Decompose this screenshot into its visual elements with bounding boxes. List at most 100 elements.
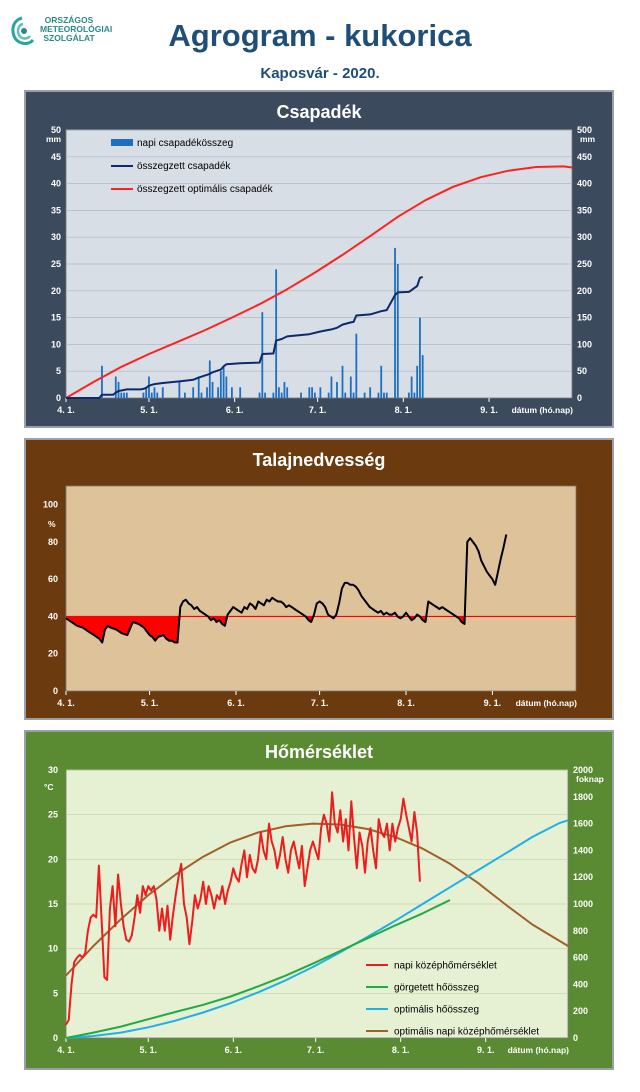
- header: ORSZÁGOS METEOROLÓGIAI SZOLGÁLAT Agrogra…: [0, 0, 640, 88]
- precip-bar: [313, 392, 316, 398]
- x-tick-label: 5. 1.: [140, 1045, 158, 1055]
- x-axis-label: dátum (hó.nap): [508, 1045, 570, 1055]
- precip-bar: [396, 264, 399, 398]
- precip-bar: [200, 392, 203, 398]
- y-tick-label: 0: [53, 686, 58, 696]
- y2-tick-label: 1800: [573, 792, 593, 802]
- y2-axis-label: mm: [580, 134, 596, 144]
- x-tick-label: 7. 1.: [307, 1045, 325, 1055]
- precip-bar: [394, 247, 396, 398]
- precip-bar: [319, 387, 322, 398]
- precip-bar: [231, 387, 233, 398]
- y2-tick-label: 1000: [573, 899, 593, 909]
- y2-tick-label: 1200: [573, 872, 593, 882]
- soil-moisture-line: [65, 534, 508, 644]
- precip-bar: [363, 392, 366, 398]
- precip-bar: [145, 387, 148, 398]
- x-tick-label: 9. 1.: [480, 405, 498, 415]
- precip-bar: [153, 387, 156, 398]
- chart-title: Talajnedvesség: [253, 450, 386, 470]
- logo-line: SZOLGÁLAT: [43, 33, 95, 43]
- precip-bar: [283, 381, 286, 398]
- precip-bar: [178, 381, 181, 398]
- legend-label: görgetett hőösszeg: [394, 983, 479, 994]
- y-tick-label: 15: [48, 899, 58, 909]
- precip-bar: [156, 392, 159, 398]
- y2-tick-label: 0: [573, 1033, 578, 1043]
- precip-bar: [330, 376, 333, 398]
- x-tick-label: 6. 1.: [226, 405, 244, 415]
- x-tick-label: 6. 1.: [227, 698, 245, 708]
- y-tick-label: 20: [51, 286, 61, 296]
- x-axis-label: dátum (hó.nap): [512, 405, 574, 415]
- y-tick-label: 20: [48, 649, 58, 659]
- legend-swatch-bar: [111, 139, 133, 146]
- precip-bar: [410, 376, 413, 398]
- x-tick-label: 9. 1.: [477, 1045, 495, 1055]
- daily-mean-temp-line: [65, 791, 421, 1026]
- precip-bar: [280, 392, 283, 398]
- y2-tick-label: 2000: [573, 765, 593, 775]
- x-tick-label: 8. 1.: [392, 1045, 410, 1055]
- plot-area: [65, 485, 577, 692]
- precip-bar: [101, 365, 103, 398]
- legend-label: összegzett csapadék: [137, 161, 231, 172]
- y-tick-label: 5: [56, 366, 61, 376]
- precip-bar: [258, 392, 261, 398]
- y-tick-label: 30: [51, 232, 61, 242]
- x-tick-label: 4. 1.: [57, 1045, 75, 1055]
- y2-tick-label: 0: [577, 393, 582, 403]
- precip-bar: [222, 365, 225, 398]
- y-tick-label: 80: [48, 537, 58, 547]
- page-title: Agrogram - kukorica: [168, 18, 472, 53]
- precip-bar: [217, 387, 219, 398]
- legend-label: napi csapadékösszeg: [137, 138, 233, 149]
- y-tick-label: 0: [56, 393, 61, 403]
- x-tick-label: 4. 1.: [57, 698, 75, 708]
- precip-bar: [385, 392, 388, 398]
- csapadek-panel: Csapadék 0 5 10 15 20 25 30 35 40 45 50 0 50 100 150 200…: [24, 90, 614, 428]
- precip-bar: [421, 355, 424, 398]
- y2-tick-label: 1600: [573, 819, 593, 829]
- x-tick-label: 7. 1.: [311, 698, 329, 708]
- homerseklet-panel: Hőmérséklet 0 5 10 15 20 25 30 0 200 400 600 800 1000…: [24, 730, 614, 1070]
- y2-tick-label: 250: [577, 259, 592, 269]
- precip-bar: [142, 392, 145, 398]
- precip-bar: [383, 392, 385, 398]
- y-tick-label: 10: [51, 339, 61, 349]
- y2-tick-label: 100: [577, 339, 592, 349]
- logo-line: ORSZÁGOS: [44, 15, 94, 25]
- logo-line: METEOROLÓGIAI: [40, 24, 113, 34]
- legend-label: optimális napi középhőmérséklet: [394, 1027, 539, 1038]
- y2-tick-label: 800: [573, 926, 588, 936]
- precip-bar: [344, 392, 347, 398]
- precip-bar: [272, 392, 275, 398]
- chart-title: Csapadék: [276, 102, 362, 122]
- precip-bar: [219, 371, 222, 398]
- y2-tick-label: 1400: [573, 845, 593, 855]
- y-tick-label: 0: [53, 1033, 58, 1043]
- precip-bar: [352, 392, 355, 398]
- precip-bar: [419, 317, 421, 398]
- precip-bar: [206, 387, 208, 398]
- y2-tick-label: 50: [577, 366, 587, 376]
- precip-bar: [341, 365, 344, 398]
- y-tick-label: 45: [51, 152, 61, 162]
- precip-bar: [117, 381, 120, 398]
- x-tick-label: 8. 1.: [397, 698, 415, 708]
- optimal-cumulative-line: [65, 165, 573, 399]
- homerseklet-chart: Hőmérséklet 0 5 10 15 20 25 30 0 200 400 600 800 1000…: [24, 730, 614, 1070]
- omsz-logo: ORSZÁGOS METEOROLÓGIAI SZOLGÁLAT: [8, 14, 128, 54]
- x-tick-label: 8. 1.: [395, 405, 413, 415]
- csapadek-chart: Csapadék05101520253035404550050100150200…: [24, 90, 614, 428]
- precip-bar: [150, 392, 153, 398]
- precip-bar: [197, 376, 200, 398]
- precip-bar: [120, 392, 123, 398]
- precip-bar: [183, 392, 186, 398]
- y2-tick-label: 150: [577, 313, 592, 323]
- precip-bar: [192, 387, 195, 398]
- precip-bar: [349, 376, 352, 398]
- precip-bar: [114, 376, 117, 398]
- page-subtitle: Kaposvár - 2020.: [260, 65, 380, 82]
- y2-tick-label: 450: [577, 152, 592, 162]
